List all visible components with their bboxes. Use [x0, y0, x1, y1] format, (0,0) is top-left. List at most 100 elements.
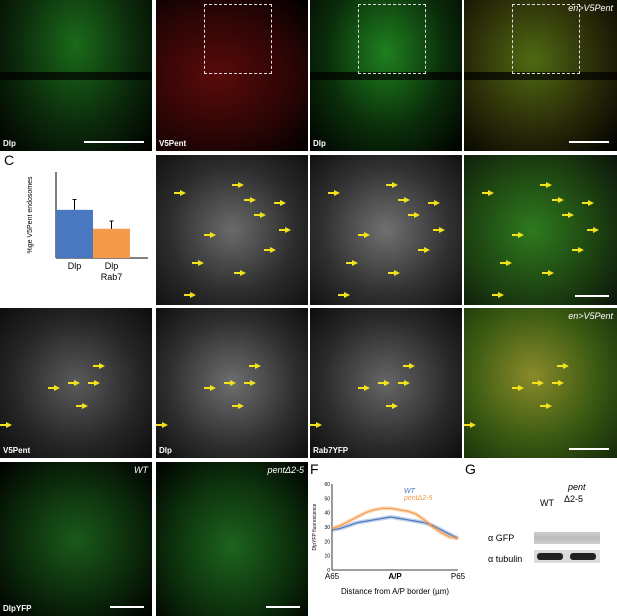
tick-label: 60 — [324, 482, 330, 488]
arrow — [232, 182, 244, 188]
arrow — [279, 227, 291, 233]
panel-d1-image: V5Pent — [0, 308, 152, 458]
arrow — [540, 182, 552, 188]
arrow — [88, 380, 100, 386]
arrow-layer — [328, 182, 445, 298]
arrow — [174, 190, 186, 196]
arrow — [346, 260, 358, 266]
arrow — [184, 292, 196, 298]
arrow — [76, 403, 88, 409]
arrow — [93, 363, 105, 369]
tick-label: P65 — [451, 572, 465, 581]
arrow — [310, 422, 322, 428]
arrow-layer — [156, 363, 261, 428]
arrow — [204, 385, 216, 391]
arrow — [358, 232, 370, 238]
arrow — [398, 380, 410, 386]
panel-e2-image: pentΔ2-5 — [156, 462, 308, 616]
x-axis-label: Distance from A/P border (µm) — [341, 587, 449, 596]
arrow — [552, 197, 564, 203]
arrow — [500, 260, 512, 266]
arrows — [328, 182, 445, 298]
tick-label: 40 — [324, 511, 330, 517]
arrow-layer — [0, 363, 105, 428]
arrow — [192, 260, 204, 266]
tick-label: Rab7 — [101, 272, 123, 282]
label-genotype: en>V5Pent — [568, 3, 613, 13]
arrow — [532, 380, 544, 386]
arrow-layer — [310, 363, 415, 428]
y-axis-label: DlpYFP fluorescence — [312, 503, 318, 550]
panel-d4-image: en>V5Pent — [464, 308, 617, 458]
panel-c2-image — [310, 155, 462, 305]
label-dlp: Dlp — [3, 139, 16, 148]
bar — [93, 228, 130, 258]
label-genotype: en>V5Pent — [568, 311, 613, 321]
panel-letter-f: F — [310, 461, 319, 477]
scale-bar — [266, 606, 300, 608]
tick-label: 20 — [324, 539, 330, 545]
bar — [56, 209, 93, 258]
scale-bar — [569, 141, 609, 143]
row-gfp: α GFP — [488, 533, 515, 543]
panel-a-image: Dlp — [0, 0, 152, 151]
arrow — [249, 363, 261, 369]
scale-bar — [569, 448, 609, 450]
legend-entry: pentΔ2-5 — [403, 495, 433, 502]
arrow-layer — [482, 182, 599, 298]
arrow — [274, 200, 286, 206]
arrow — [244, 380, 256, 386]
arrow — [386, 182, 398, 188]
arrow — [378, 380, 390, 386]
arrow — [403, 363, 415, 369]
arrow — [398, 197, 410, 203]
panel-b3-image: en>V5Pent — [464, 0, 617, 151]
y-axis-label: %ge V5Pent endosomes — [27, 176, 34, 254]
label-rab7yfp: Rab7YFP — [313, 446, 349, 455]
arrow — [540, 403, 552, 409]
tick-label: Dlp — [68, 261, 82, 271]
label-pent-mutant: pentΔ2-5 — [267, 465, 304, 475]
scale-bar — [84, 141, 144, 143]
label-dlp: Dlp — [313, 139, 326, 148]
arrow — [338, 292, 350, 298]
arrow — [0, 422, 12, 428]
panel-c3-image — [464, 155, 617, 305]
panel-g-blot: WT pent Δ2-5 α GFP α tubulin — [468, 470, 617, 616]
arrow — [328, 190, 340, 196]
label-wt: WT — [134, 465, 148, 475]
tick-label: Dlp — [105, 261, 119, 271]
panel-d2-image: Dlp — [156, 308, 308, 458]
arrow — [204, 232, 216, 238]
arrow — [232, 403, 244, 409]
arrow — [48, 385, 60, 391]
label-dlpyfp: DlpYFP — [3, 604, 32, 613]
arrow — [254, 212, 266, 218]
label-v5pent: V5Pent — [159, 139, 187, 148]
tick-label: 0 — [327, 568, 330, 574]
arrows — [310, 363, 415, 428]
arrow — [482, 190, 494, 196]
arrow — [582, 200, 594, 206]
arrow — [428, 200, 440, 206]
zoom-box — [204, 4, 272, 74]
arrow — [418, 247, 430, 253]
col-pent: pent — [568, 482, 586, 492]
arrow — [386, 403, 398, 409]
arrows — [174, 182, 291, 298]
arrow — [464, 422, 476, 428]
zoom-box — [512, 4, 580, 74]
arrow — [264, 247, 276, 253]
panel-letter-c: C — [4, 152, 15, 168]
chart-f: 60 50 40 30 20 10 0 DlpYFP fluorescence A65 A/P P6… — [312, 482, 465, 596]
arrow-layer — [464, 363, 569, 428]
arrow — [224, 380, 236, 386]
arrows — [0, 363, 105, 428]
arrow — [156, 422, 168, 428]
arrow — [512, 385, 524, 391]
panel-b1-image: V5Pent — [156, 0, 308, 151]
arrow — [433, 227, 445, 233]
arrow — [562, 212, 574, 218]
row-tubulin: α tubulin — [488, 554, 523, 564]
